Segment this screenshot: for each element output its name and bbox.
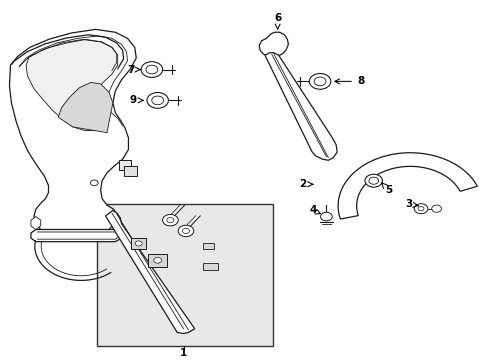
Polygon shape <box>9 30 136 239</box>
Polygon shape <box>148 253 167 267</box>
Polygon shape <box>119 160 131 170</box>
Text: 9: 9 <box>129 95 143 105</box>
Circle shape <box>151 96 163 105</box>
Circle shape <box>145 65 158 74</box>
Polygon shape <box>264 53 336 160</box>
Circle shape <box>313 77 325 86</box>
Polygon shape <box>131 238 146 249</box>
Circle shape <box>368 177 378 184</box>
FancyBboxPatch shape <box>97 204 272 346</box>
Polygon shape <box>58 82 113 132</box>
Text: 5: 5 <box>381 183 391 195</box>
Polygon shape <box>105 211 194 333</box>
Circle shape <box>182 228 189 234</box>
Polygon shape <box>31 229 122 242</box>
Polygon shape <box>31 217 41 229</box>
Polygon shape <box>259 32 288 57</box>
Circle shape <box>135 241 142 246</box>
Text: 3: 3 <box>405 199 418 210</box>
Circle shape <box>364 174 382 187</box>
Circle shape <box>178 225 193 237</box>
Polygon shape <box>123 166 137 176</box>
Polygon shape <box>203 243 214 249</box>
Circle shape <box>166 217 174 223</box>
Circle shape <box>413 204 427 214</box>
Polygon shape <box>337 153 476 219</box>
Circle shape <box>417 207 423 211</box>
Text: 2: 2 <box>299 179 312 189</box>
Text: 7: 7 <box>127 64 141 75</box>
Circle shape <box>141 62 162 77</box>
Circle shape <box>162 215 178 226</box>
Polygon shape <box>203 263 217 270</box>
Text: 6: 6 <box>273 13 281 29</box>
Circle shape <box>90 180 98 186</box>
Polygon shape <box>26 40 118 131</box>
Text: 8: 8 <box>334 76 364 86</box>
Circle shape <box>320 212 331 221</box>
Circle shape <box>309 73 330 89</box>
Text: 4: 4 <box>308 206 320 216</box>
Circle shape <box>431 205 441 212</box>
Circle shape <box>154 257 161 263</box>
Text: 1: 1 <box>180 348 187 358</box>
Circle shape <box>147 93 168 108</box>
